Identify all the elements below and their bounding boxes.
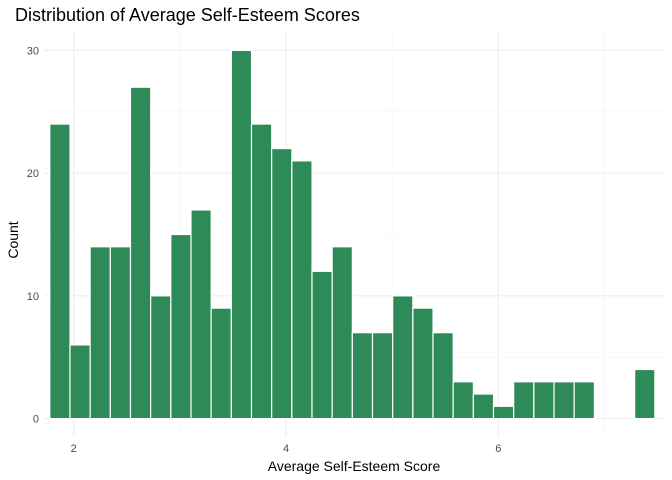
histogram-bar — [533, 381, 555, 420]
histogram-bar — [412, 307, 434, 420]
y-axis-title: Count — [5, 221, 21, 258]
histogram-bar — [150, 295, 172, 420]
histogram-bar — [452, 381, 474, 420]
x-tick-label: 4 — [283, 443, 289, 455]
histogram-bar — [109, 246, 132, 420]
histogram-bar — [190, 209, 212, 420]
histogram-bar — [230, 49, 253, 420]
tick-labels: 2 4 6 0 10 20 30 — [27, 45, 502, 455]
histogram-bar — [210, 307, 232, 420]
chart-title: Distribution of Average Self-Esteem Scor… — [15, 5, 360, 25]
histogram-bar — [513, 381, 535, 420]
histogram-bar — [170, 233, 192, 420]
histogram-bar — [634, 368, 656, 420]
histogram-bar — [351, 332, 374, 420]
histogram-bar — [553, 381, 575, 420]
histogram-bar — [311, 270, 333, 420]
histogram-bar — [129, 86, 152, 420]
x-axis-title: Average Self-Esteem Score — [268, 458, 441, 474]
histogram-bar — [392, 295, 414, 420]
x-tick-label: 6 — [495, 443, 501, 455]
histogram-bar — [492, 405, 515, 420]
histogram-bar — [49, 123, 71, 420]
y-tick-label: 0 — [33, 414, 39, 426]
histogram-bar — [573, 381, 595, 420]
histogram-bar — [291, 160, 313, 420]
x-tick-label: 2 — [71, 443, 77, 455]
y-tick-label: 20 — [27, 168, 39, 180]
histogram-bar — [472, 393, 495, 420]
y-tick-label: 30 — [27, 45, 39, 57]
histogram-bars — [49, 49, 656, 420]
histogram-bar — [432, 332, 454, 420]
histogram-bar — [250, 123, 273, 420]
y-tick-label: 10 — [27, 291, 39, 303]
histogram-bar — [331, 246, 353, 420]
histogram-bar — [271, 147, 293, 420]
histogram-bar — [69, 344, 91, 420]
histogram-bar — [89, 246, 111, 420]
histogram-bar — [371, 332, 394, 420]
